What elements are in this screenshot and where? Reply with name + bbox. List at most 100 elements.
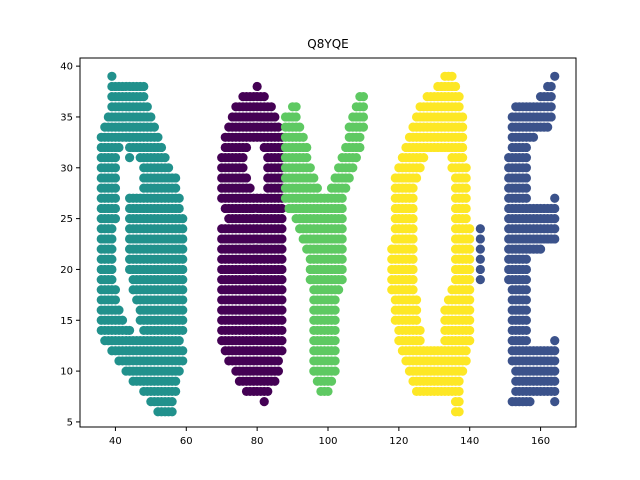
series-4: [504, 71, 560, 407]
data-point: [110, 193, 121, 203]
data-point: [178, 244, 188, 254]
data-point: [277, 244, 287, 254]
data-point: [521, 183, 532, 193]
data-point: [337, 203, 347, 214]
data-point: [550, 396, 560, 407]
x-tick-label: 80: [251, 436, 264, 447]
data-point: [465, 264, 475, 275]
data-point: [266, 102, 276, 112]
data-point: [167, 407, 177, 417]
data-point: [525, 396, 535, 407]
data-point: [142, 102, 152, 112]
y-tick-label: 20: [60, 265, 73, 276]
data-point: [259, 92, 269, 102]
data-point: [408, 244, 418, 254]
data-point: [277, 275, 287, 285]
data-point: [270, 112, 280, 122]
data-point: [178, 224, 188, 234]
data-point: [277, 254, 287, 264]
data-point: [408, 224, 418, 234]
data-point: [110, 173, 121, 183]
data-point: [323, 386, 333, 397]
data-point: [546, 81, 556, 92]
data-point: [465, 254, 475, 264]
data-point: [110, 203, 121, 214]
data-point: [309, 173, 319, 183]
data-point: [550, 71, 560, 81]
data-point: [277, 325, 287, 336]
data-point: [521, 153, 532, 163]
data-point: [178, 234, 188, 244]
x-tick-label: 100: [318, 436, 337, 447]
data-point: [461, 346, 471, 356]
data-point: [178, 325, 188, 336]
data-point: [550, 234, 560, 244]
points-layer: [96, 71, 560, 417]
x-tick-label: 160: [531, 436, 550, 447]
data-point: [277, 336, 287, 346]
data-point: [107, 244, 117, 254]
data-point: [465, 325, 475, 336]
data-point: [408, 214, 418, 224]
y-tick-label: 25: [60, 214, 73, 225]
data-point: [521, 254, 532, 264]
data-point: [277, 264, 287, 275]
data-point: [241, 142, 252, 153]
data-point: [475, 224, 485, 234]
data-point: [528, 132, 539, 142]
data-point: [475, 264, 485, 275]
data-point: [408, 193, 418, 203]
data-point: [263, 386, 273, 397]
data-point: [337, 214, 347, 224]
data-point: [458, 142, 468, 153]
data-point: [277, 285, 287, 295]
data-point: [337, 275, 347, 285]
chart-title: Q8YQE: [307, 37, 348, 51]
data-point: [546, 92, 556, 102]
data-point: [107, 254, 117, 264]
data-point: [454, 92, 464, 102]
data-point: [337, 244, 347, 254]
data-point: [326, 376, 337, 386]
data-point: [408, 234, 418, 244]
data-point: [171, 173, 181, 183]
data-point: [408, 183, 418, 193]
data-point: [110, 183, 121, 193]
data-point: [521, 142, 532, 153]
data-point: [178, 275, 188, 285]
data-point: [107, 275, 117, 285]
data-point: [458, 122, 468, 132]
data-point: [461, 173, 471, 183]
data-point: [550, 356, 560, 366]
data-point: [521, 295, 532, 305]
series-5: [475, 224, 485, 285]
data-point: [465, 275, 475, 285]
x-tick-label: 60: [180, 436, 193, 447]
x-tick-label: 140: [460, 436, 479, 447]
data-point: [465, 234, 475, 244]
data-point: [337, 264, 347, 275]
data-point: [550, 366, 560, 376]
data-point: [302, 153, 312, 163]
data-point: [408, 254, 418, 264]
y-tick-label: 35: [60, 112, 73, 123]
data-point: [160, 153, 170, 163]
data-point: [415, 325, 425, 336]
series-2: [280, 92, 369, 397]
data-point: [139, 81, 149, 92]
data-point: [546, 112, 556, 122]
data-point: [330, 305, 340, 315]
data-point: [411, 295, 422, 305]
data-point: [334, 285, 344, 295]
data-point: [295, 122, 305, 132]
data-point: [355, 142, 365, 153]
data-point: [178, 214, 188, 224]
data-point: [337, 224, 347, 234]
data-point: [238, 153, 248, 163]
data-point: [330, 315, 340, 325]
data-point: [277, 203, 287, 214]
data-point: [447, 71, 457, 81]
data-point: [344, 173, 354, 183]
y-tick-label: 40: [60, 62, 73, 73]
